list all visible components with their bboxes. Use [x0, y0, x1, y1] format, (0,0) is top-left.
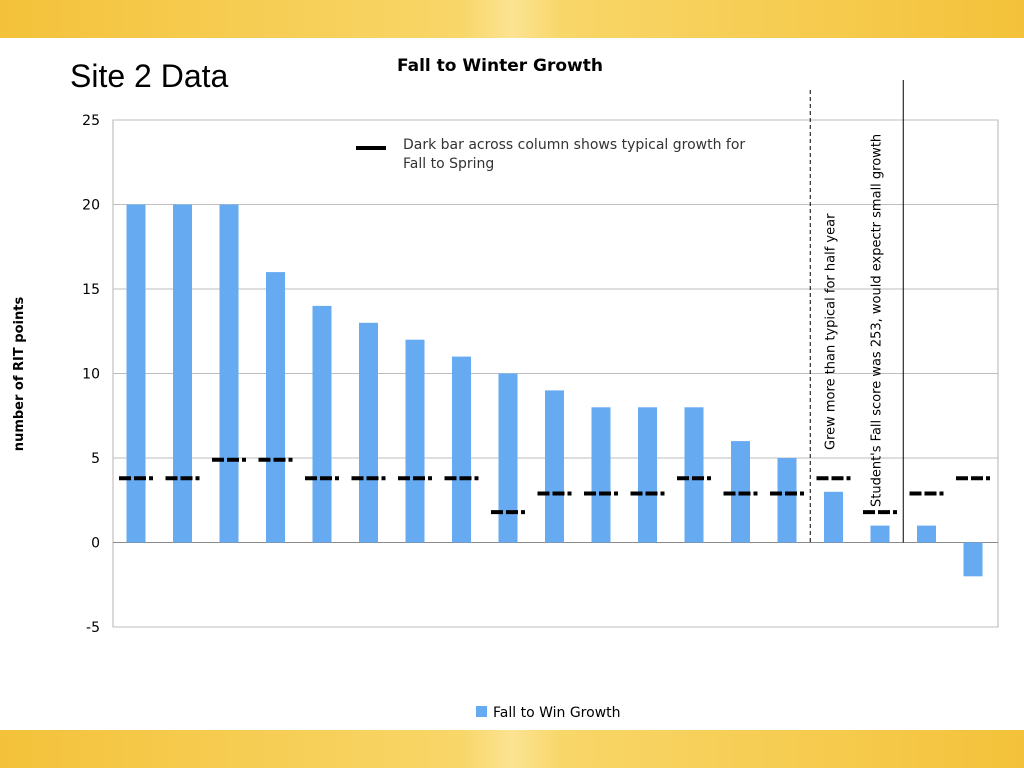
y-tick-label: 10 [82, 367, 100, 383]
y-tick-label: -5 [86, 620, 100, 636]
bar [824, 491, 843, 543]
y-tick-label: 20 [82, 198, 100, 214]
solid-divider-note: Student's Fall score was 253, would expe… [869, 134, 884, 507]
bar [963, 542, 983, 577]
bar [359, 322, 378, 543]
bar [545, 390, 564, 543]
y-tick-label: 25 [82, 113, 100, 129]
y-axis-label: number of RIT points [12, 297, 27, 452]
marker-note-line: Fall to Spring [403, 156, 494, 172]
bar [498, 373, 518, 543]
bar [173, 204, 192, 543]
bottom-decorative-band [0, 730, 1024, 768]
chart-title: Fall to Winter Growth [397, 56, 603, 76]
slide-title: Site 2 Data [70, 58, 229, 94]
marker-note: Dark bar across column shows typical gro… [403, 137, 745, 172]
top-decorative-band [0, 0, 1024, 38]
bar [266, 272, 285, 543]
bar [638, 407, 657, 543]
marker-note-line: Dark bar across column shows typical gro… [403, 137, 745, 153]
legend-swatch [476, 706, 487, 717]
legend-label: Fall to Win Growth [493, 705, 621, 721]
bar [870, 525, 890, 543]
bar [219, 204, 239, 543]
bar [917, 525, 936, 543]
y-tick-label: 15 [82, 282, 100, 298]
y-tick-label: 0 [91, 536, 100, 552]
bar [126, 204, 146, 543]
bar [684, 407, 704, 543]
y-tick-label: 5 [91, 451, 100, 467]
bar [452, 356, 471, 543]
bar [405, 339, 425, 543]
bar [312, 305, 332, 543]
dashed-divider-note: Grew more than typical for half year [823, 213, 838, 450]
bar [777, 458, 797, 543]
bar [591, 407, 611, 543]
